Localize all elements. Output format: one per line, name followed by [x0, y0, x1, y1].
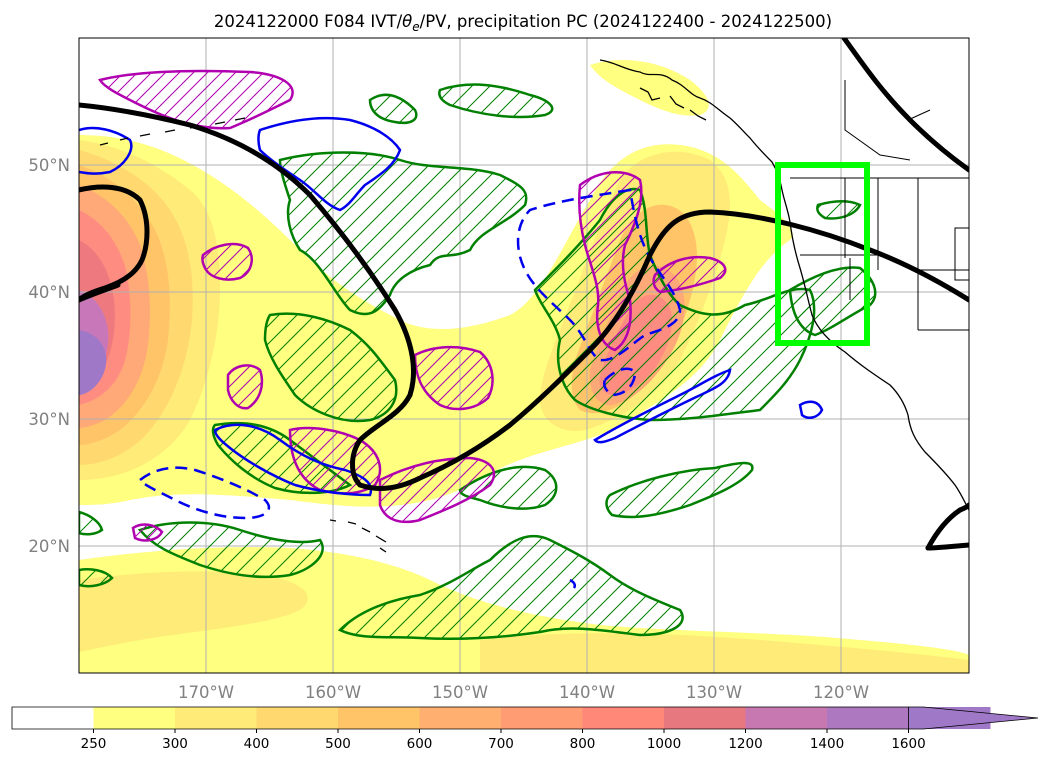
pv-contour: [798, 400, 824, 419]
lon-label: 130°W: [686, 683, 742, 702]
map-panel: [79, 38, 969, 673]
pv-positive-regions: [98, 69, 727, 542]
ivt-coast-band: [590, 60, 709, 116]
precip-region: [368, 93, 418, 125]
precip-region: [788, 266, 877, 337]
longitude-labels: 170°W 160°W 150°W 140°W 130°W 120°W: [178, 683, 869, 702]
precip-region: [79, 568, 114, 588]
precip-region: [137, 521, 324, 579]
precip-region: [278, 151, 528, 316]
colorbar-label: 800: [570, 736, 596, 752]
colorbar-segment: [256, 707, 339, 729]
coastline-north-america: [599, 59, 969, 511]
colorbar-segment: [501, 707, 583, 729]
pv-region: [652, 256, 727, 294]
pv-contour: [569, 578, 577, 589]
pv-region: [413, 345, 494, 411]
colorbar-frame: [11, 706, 909, 730]
ivt-west-1600: [79, 330, 107, 395]
lat-label: 40°N: [28, 283, 70, 302]
lon-label: 160°W: [305, 683, 361, 702]
colorbar-label: 300: [162, 736, 188, 752]
colorbar-segment: [419, 707, 502, 729]
colorbar-label: 400: [244, 736, 270, 752]
colorbar-label: 1400: [810, 736, 844, 752]
precip-region: [605, 461, 754, 519]
pv-contour-dashed: [603, 367, 637, 397]
theta-e-contour: [841, 38, 969, 173]
coastlines: [99, 59, 969, 553]
ivt-south-300: [79, 571, 308, 652]
colorbar-label: 700: [488, 736, 514, 752]
state-borders: [790, 80, 969, 331]
pv-region: [378, 456, 496, 524]
lat-label: 30°N: [28, 410, 70, 429]
pv-region: [98, 69, 294, 130]
pv-contour-dashed: [516, 188, 682, 362]
colorbar-label: 600: [407, 736, 433, 752]
precip-region: [337, 534, 684, 640]
coastline-alaska-islands: [639, 87, 707, 121]
lat-label: 50°N: [28, 156, 70, 175]
pv-contour: [213, 423, 373, 497]
lat-label: 20°N: [28, 537, 70, 556]
colorbar-label: 500: [325, 736, 351, 752]
lon-label: 120°W: [813, 683, 869, 702]
colorbar-label: 1600: [891, 736, 925, 752]
colorbar-segment: [93, 707, 176, 729]
pv-region: [131, 523, 164, 542]
precip-region: [263, 312, 398, 423]
colorbar-extend-arrow: [908, 706, 1039, 730]
latitude-labels: 50°N 40°N 30°N 20°N: [28, 156, 70, 556]
precip-region: [438, 83, 554, 119]
colorbar-label: 1000: [647, 736, 681, 752]
colorbar-label: 250: [81, 736, 107, 752]
lon-label: 150°W: [432, 683, 488, 702]
colorbar-label: 1200: [728, 736, 762, 752]
theta-e-contour: [79, 102, 969, 491]
colorbar-segment: [827, 707, 909, 729]
theta-e-contour: [79, 282, 121, 303]
aleutian-islands: [99, 117, 246, 146]
colorbar-segment: [338, 707, 420, 729]
pv-contour: [593, 368, 732, 444]
hawaii-islands: [329, 519, 387, 553]
precip-region: [79, 510, 104, 536]
region-highlight-box: [775, 162, 870, 346]
pv-region: [201, 242, 253, 281]
pv-region: [226, 364, 264, 410]
map-frame: [78, 37, 970, 674]
precip-region: [816, 200, 862, 220]
colorbar-segment: [582, 707, 665, 729]
lon-label: 140°W: [559, 683, 615, 702]
figure-title: 2024122000 F084 IVT/θe/PV, precipitation…: [214, 12, 832, 34]
colorbar-segment: [175, 707, 257, 729]
lon-label: 170°W: [178, 683, 234, 702]
theta-e-contour: [925, 542, 969, 551]
pv-contour: [79, 126, 133, 175]
colorbar-segment: [12, 707, 94, 729]
colorbar-segment: [745, 707, 828, 729]
pv-negative-contours: [79, 116, 824, 589]
colorbar: 250 300 400 500 600 700 800 1000 1200 1400 1600: [11, 706, 1039, 752]
colorbar-segment: [664, 707, 746, 729]
pv-contour: [257, 116, 402, 212]
ivt-south-band-e: [480, 633, 969, 673]
